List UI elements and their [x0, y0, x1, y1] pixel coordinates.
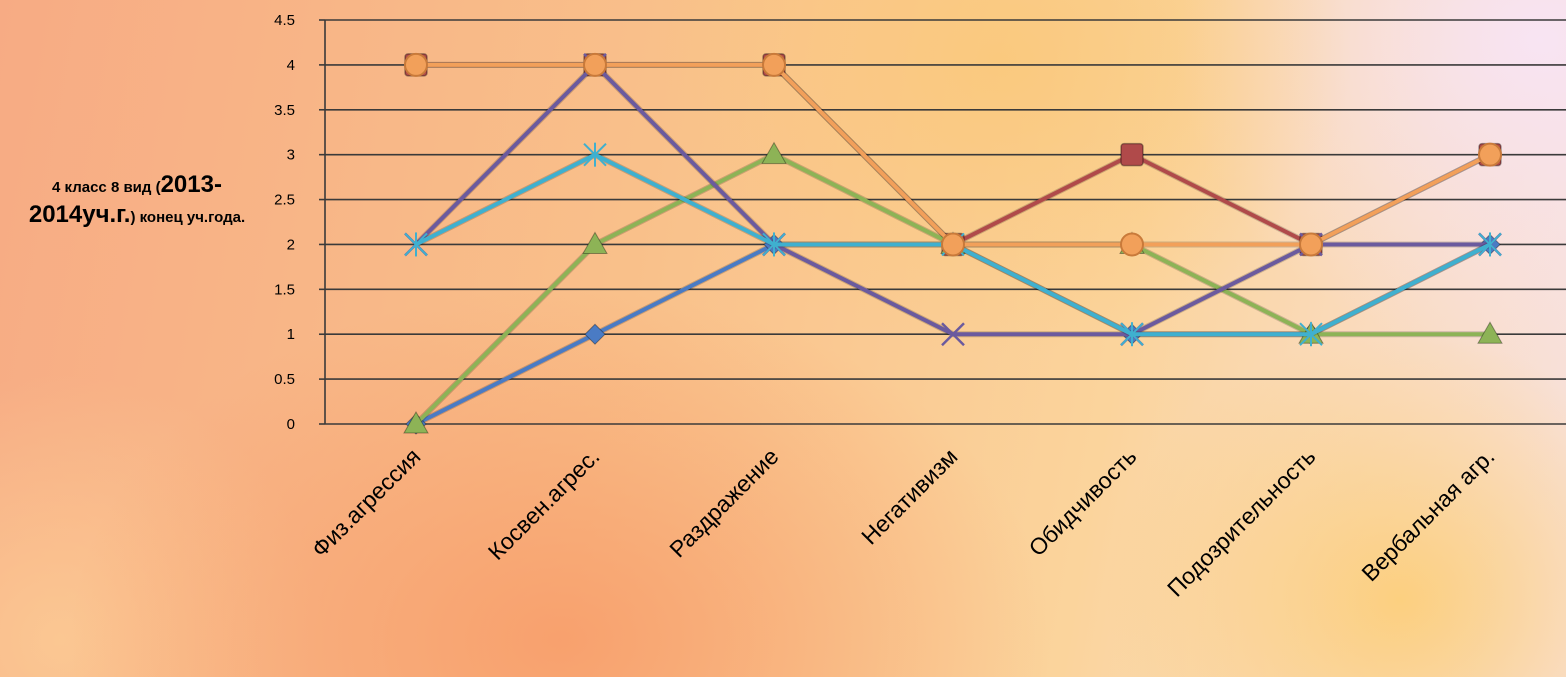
marker-triangle [403, 410, 429, 434]
marker-star [583, 142, 607, 167]
y-axis-label: 4 класс 8 вид (2013-2014уч.г.) конец уч.… [8, 170, 266, 230]
x-tick-label: Косвен.агрес. [483, 443, 605, 565]
x-tick-label: Обидчивость [1023, 443, 1141, 561]
x-tick-labels: Физ.агрессия Косвен.агрес. Раздражение Нега… [306, 443, 1499, 602]
marker-triangle [582, 231, 608, 254]
x-tick-label: Негативизм [856, 443, 962, 549]
marker-circle [1478, 142, 1502, 167]
y-axis-label-part: 2013-2014уч.г. [28, 171, 222, 228]
series-3 [403, 141, 1503, 434]
grid-lines [319, 19, 1566, 425]
y-tick-label: 1.5 [274, 281, 295, 298]
y-tick-label: 1 [287, 326, 295, 343]
x-tick-label: Подозрительность [1162, 443, 1321, 602]
marker-diamond [584, 323, 606, 345]
marker-circle [1120, 232, 1144, 257]
x-tick-label: Раздражение [664, 443, 783, 562]
marker-triangle [1477, 321, 1503, 344]
y-tick-label: 0 [287, 416, 295, 433]
y-axis-label-part: ) конец уч.года. [130, 209, 246, 226]
y-tick-label: 3.5 [274, 102, 295, 119]
y-tick-label: 0.5 [274, 371, 295, 388]
marker-circle [404, 52, 428, 77]
y-tick-label: 3 [287, 147, 295, 164]
y-axis-label-part: 4 класс 8 вид ( [52, 179, 161, 196]
marker-star [762, 232, 786, 257]
y-tick-labels: 0 0.5 1 1.5 2 2.5 3 3.5 4 4.5 [274, 12, 295, 433]
marker-star [1299, 322, 1323, 347]
x-tick-label: Физ.агрессия [306, 443, 425, 562]
marker-circle [762, 52, 786, 77]
marker-star [404, 232, 428, 257]
y-tick-label: 2.5 [274, 192, 295, 209]
marker-x [941, 322, 965, 347]
marker-circle [1299, 232, 1323, 257]
marker-circle [941, 232, 965, 257]
y-tick-label: 4 [287, 57, 295, 74]
x-tick-label: Вербальная агр. [1356, 443, 1499, 586]
y-tick-label: 2 [287, 236, 295, 253]
marker-circle [583, 52, 607, 77]
series-6 [404, 52, 1502, 257]
series-group [403, 52, 1503, 435]
marker-star [1478, 232, 1502, 257]
marker-x-stroke [941, 322, 965, 347]
marker-square [1120, 142, 1144, 167]
marker-triangle [761, 141, 787, 165]
marker-star [1120, 322, 1144, 347]
y-tick-label: 4.5 [274, 12, 295, 29]
